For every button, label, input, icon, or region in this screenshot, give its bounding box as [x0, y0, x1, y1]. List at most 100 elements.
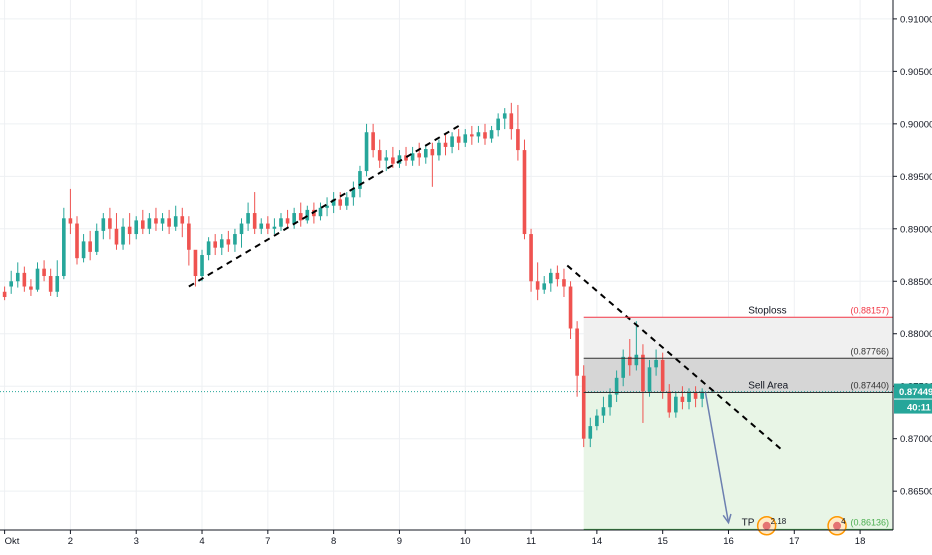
candle[interactable] — [252, 192, 257, 235]
candle[interactable] — [430, 142, 435, 187]
candle[interactable] — [588, 417, 593, 448]
candle[interactable] — [108, 207, 112, 240]
trendline[interactable] — [566, 264, 782, 450]
candle[interactable] — [548, 268, 553, 292]
candle[interactable] — [200, 249, 204, 282]
candle[interactable] — [614, 370, 619, 402]
candle[interactable] — [325, 197, 329, 217]
candle[interactable] — [246, 202, 250, 231]
candle[interactable] — [81, 234, 86, 263]
projection-arrow-head[interactable] — [722, 513, 732, 525]
candle[interactable] — [667, 384, 672, 418]
candle[interactable] — [562, 268, 566, 298]
candle[interactable] — [417, 142, 421, 166]
candle[interactable] — [476, 125, 481, 143]
candle[interactable] — [101, 213, 106, 240]
candle[interactable] — [371, 123, 375, 158]
candle[interactable] — [647, 359, 652, 397]
projection-arrow-line[interactable] — [704, 392, 730, 523]
candle[interactable] — [483, 123, 487, 145]
candle[interactable] — [2, 286, 7, 301]
candle[interactable] — [660, 352, 665, 399]
candle[interactable] — [621, 349, 626, 387]
candle[interactable] — [213, 234, 217, 256]
candle[interactable] — [700, 388, 704, 408]
candle[interactable] — [529, 228, 533, 292]
candle[interactable] — [397, 150, 402, 168]
candle[interactable] — [542, 276, 547, 294]
candle[interactable] — [377, 139, 382, 168]
candle[interactable] — [22, 266, 27, 292]
candle[interactable] — [555, 265, 560, 287]
candle[interactable] — [187, 216, 191, 266]
candle[interactable] — [384, 150, 389, 172]
candle[interactable] — [167, 209, 171, 235]
candle[interactable] — [298, 202, 303, 227]
candle[interactable] — [127, 213, 132, 245]
candle[interactable] — [68, 188, 73, 235]
candle[interactable] — [502, 108, 507, 130]
candle[interactable] — [516, 104, 520, 161]
candle[interactable] — [42, 260, 46, 282]
candle[interactable] — [239, 218, 244, 248]
candle[interactable] — [173, 205, 178, 231]
candle[interactable] — [48, 268, 53, 296]
candle[interactable] — [581, 365, 586, 448]
candle[interactable] — [654, 349, 658, 376]
candle[interactable] — [351, 181, 356, 206]
candle[interactable] — [180, 207, 185, 238]
candle[interactable] — [693, 386, 698, 408]
candle[interactable] — [121, 218, 125, 250]
candle[interactable] — [233, 228, 237, 252]
candle[interactable] — [627, 338, 632, 376]
candle[interactable] — [285, 209, 290, 229]
candle[interactable] — [9, 270, 13, 294]
candle[interactable] — [391, 146, 395, 168]
candle[interactable] — [206, 237, 211, 261]
candle[interactable] — [410, 146, 415, 166]
candle[interactable] — [55, 260, 60, 298]
candle[interactable] — [147, 213, 152, 235]
candle[interactable] — [226, 230, 231, 252]
candle[interactable] — [259, 218, 264, 235]
candle[interactable] — [522, 139, 527, 240]
candle[interactable] — [437, 139, 441, 161]
candle[interactable] — [154, 207, 158, 231]
candle[interactable] — [160, 213, 165, 231]
candle[interactable] — [634, 321, 639, 371]
candle[interactable] — [423, 144, 428, 164]
candle[interactable] — [344, 192, 349, 210]
candle[interactable] — [75, 216, 79, 265]
candle[interactable] — [575, 321, 579, 397]
candle[interactable] — [463, 129, 468, 147]
candle[interactable] — [674, 391, 678, 418]
candle[interactable] — [279, 213, 283, 231]
candle[interactable] — [595, 409, 599, 431]
candle[interactable] — [535, 262, 540, 301]
candle[interactable] — [318, 202, 323, 221]
candles-layer[interactable] — [2, 102, 704, 448]
candle[interactable] — [114, 213, 119, 250]
candle[interactable] — [443, 134, 448, 156]
candle[interactable] — [680, 386, 685, 410]
candle[interactable] — [88, 230, 92, 261]
candle[interactable] — [134, 216, 139, 240]
candle[interactable] — [641, 344, 645, 423]
trendline[interactable] — [188, 125, 460, 288]
candle[interactable] — [219, 234, 224, 256]
candle[interactable] — [509, 102, 514, 140]
candle[interactable] — [358, 165, 362, 198]
candle[interactable] — [292, 207, 296, 229]
candle[interactable] — [364, 123, 369, 177]
candle[interactable] — [450, 132, 454, 154]
candle[interactable] — [29, 279, 33, 296]
candle[interactable] — [456, 129, 461, 151]
candle[interactable] — [35, 262, 40, 292]
candle[interactable] — [601, 396, 606, 423]
candle[interactable] — [496, 113, 500, 137]
candle[interactable] — [568, 281, 573, 339]
candle[interactable] — [687, 388, 691, 410]
candle[interactable] — [305, 205, 310, 224]
